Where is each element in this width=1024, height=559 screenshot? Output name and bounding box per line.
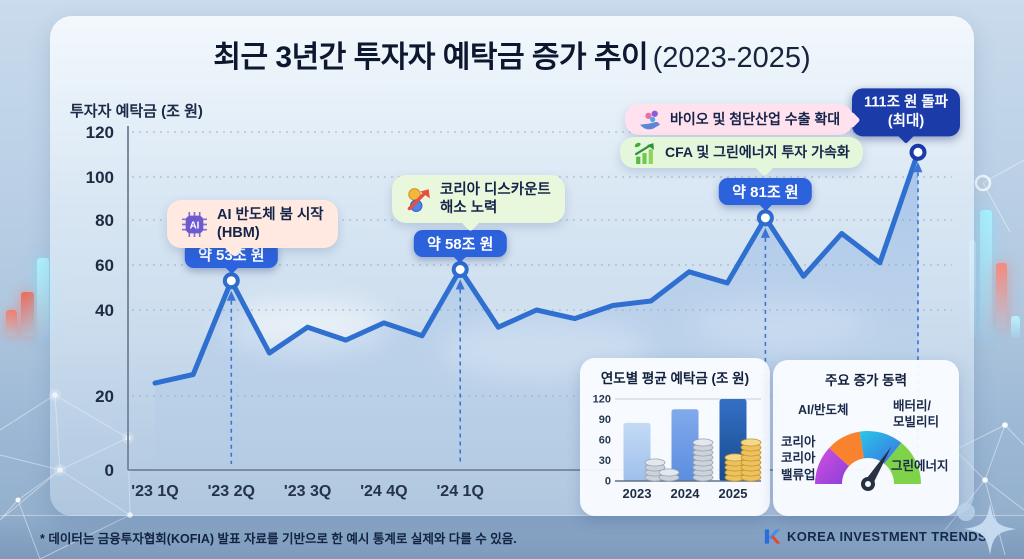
callout-korea-line1: 코리아 디스카운트 — [440, 182, 551, 198]
coins-rising-arrow-icon — [407, 187, 430, 212]
callout-korea-discount: 코리아 디스카운트 해소 노력 — [392, 175, 565, 232]
gauge-title: 주요 증가 동력 — [824, 373, 908, 388]
value-badge-58: 약 58조 원 — [413, 229, 507, 257]
callout-ai-semiconductor: AI AI 반도체 붐 시작 (HBM) — [167, 200, 338, 257]
inset-bar-card: 연도별 평균 예탁금 (조 원) 0 30 60 90 120 2023 2024 2025 — [580, 358, 770, 516]
gauge-card: 주요 증가 동력 AI/반도체 배터리/ 모빌리티 코리아 코리아 밸류업 그린… — [773, 360, 959, 516]
decor-bar-cyan — [37, 258, 49, 336]
cloud-decoration — [220, 300, 390, 352]
title-suffix: (2023-2025) — [652, 42, 811, 74]
callout-bio-export: 바이오 및 첨단산업 수출 확대 — [625, 104, 861, 135]
callout-korea-text: 코리아 디스카운트 해소 노력 — [440, 181, 551, 217]
gauge-label-korea-line2: 코리아 — [781, 451, 816, 466]
coin-stack-coin — [740, 438, 762, 447]
peak-badge-111: 111조 원 돌파 (최대) — [851, 88, 961, 137]
gauge-label-korea-line3: 밸류업 — [781, 467, 816, 482]
callout-ai-line1: AI 반도체 붐 시작 — [217, 207, 324, 223]
cloud-decoration — [690, 298, 870, 348]
inset-bar-chart: 0 30 60 90 120 2023 2024 2025 — [593, 394, 762, 501]
gauge-label-green-energy: 그린에너지 — [891, 459, 949, 473]
inset-y-tick-label: 60 — [599, 435, 611, 447]
sparkle-icon — [957, 503, 1016, 555]
coin-stack-coin — [658, 468, 680, 477]
green-growth-chart-icon — [634, 142, 654, 164]
inset-y-tick-label: 90 — [599, 414, 611, 426]
callout-ai-text: AI 반도체 붐 시작 (HBM) — [217, 206, 324, 242]
inset-bar-title: 연도별 평균 예탁금 (조 원) — [600, 371, 750, 386]
k-logo-icon — [764, 529, 781, 544]
ai-chip-icon-text: AI — [190, 220, 200, 231]
value-badge-58-label: 약 58조 원 — [426, 235, 494, 253]
page-title: 최근 3년간 투자자 예탁금 증가 추이 (2023-2025) — [50, 32, 974, 76]
gauge-label-battery-line2: 모빌리티 — [893, 415, 940, 430]
peak-badge-111-line2: (최대) — [887, 113, 925, 130]
gauge-label-battery: 배터리/ 모빌리티 — [893, 398, 939, 431]
brand-logo: KOREA INVESTMENT TRENDS — [762, 527, 987, 546]
callout-korea-line2: 해소 노력 — [440, 200, 498, 217]
coin-stack-coin — [692, 438, 714, 447]
gauge-label-korea-line1: 코리아 — [781, 435, 816, 449]
inset-x-label: 2024 — [671, 486, 701, 501]
y-axis-title: 투자자 예탁금 (조 원) — [70, 103, 203, 120]
gauge-hub-center — [865, 481, 871, 487]
callout-bio-text: 바이오 및 첨단산업 수출 확대 — [670, 110, 841, 127]
gauge-label-battery-line1: 배터리/ — [893, 399, 931, 413]
decor-bar-red — [21, 292, 34, 336]
decor-bar-pink-right — [996, 263, 1007, 329]
inset-y-tick-label: 0 — [605, 476, 611, 488]
coin-stack-coin — [644, 458, 666, 467]
gauge-label-korea-valueup: 코리아 코리아 밸류업 — [781, 434, 816, 483]
inset-y-tick-label: 120 — [593, 394, 611, 406]
callout-cfa-text: CFA 및 그린에너지 투자 가속화 — [665, 143, 850, 160]
callout-cfa-green-energy: CFA 및 그린에너지 투자 가속화 — [620, 137, 863, 177]
inset-x-label: 2023 — [623, 486, 652, 501]
ai-chip-icon: AI — [182, 211, 207, 237]
decor-bar-cyan-right — [980, 210, 992, 338]
title-main: 최근 3년간 투자자 예탁금 증가 추이 — [213, 41, 649, 74]
value-badge-81: 약 81조 원 — [719, 177, 812, 205]
hand-pills-icon — [640, 110, 660, 130]
brand-text: KOREA INVESTMENT TRENDS — [787, 529, 988, 544]
inset-y-tick-label: 30 — [599, 455, 611, 467]
peak-badge-111-line1: 111조 원 돌파 — [863, 94, 949, 111]
inset-x-label: 2025 — [719, 486, 748, 501]
data-source-note: * 데이터는 금융투자협회(KOFIA) 발표 자료를 기반으로 한 예시 통계… — [40, 532, 517, 546]
value-badge-81-label: 약 81조 원 — [732, 183, 799, 201]
gauge-label-ai: AI/반도체 — [798, 403, 849, 417]
decor-bar-red-small — [6, 310, 17, 336]
decor-bar-cyan-small-right — [1011, 316, 1020, 338]
